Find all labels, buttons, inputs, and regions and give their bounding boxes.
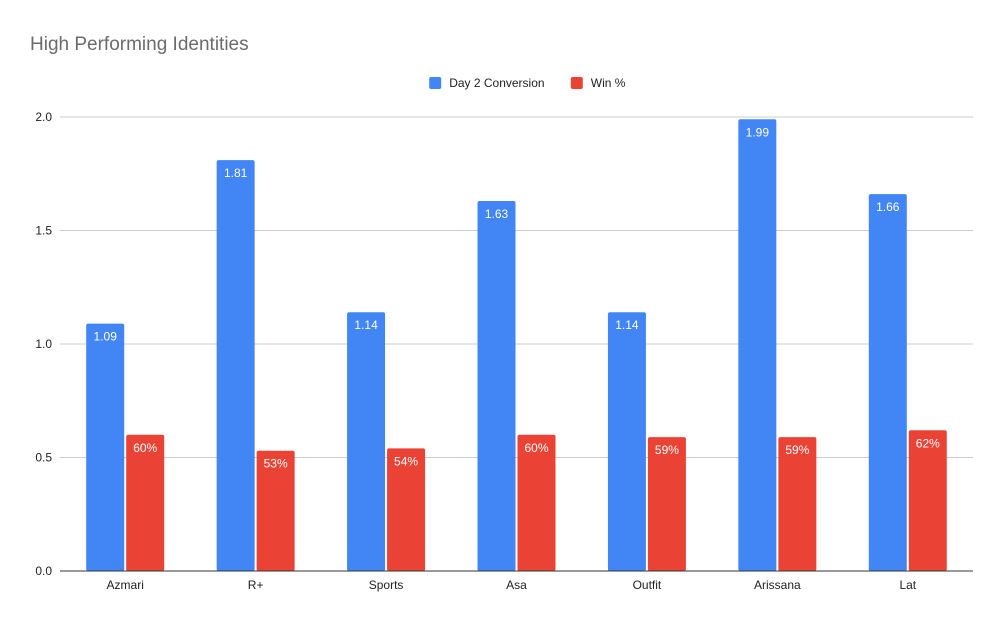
x-tick-label: Arissana [754,578,801,592]
bar-data-label: 59% [655,443,679,457]
bars: 1.09 60% 1.81 53% 1.14 54% 1.63 60% 1.14 59% 1.99 5… [86,119,947,572]
bar-data-label: 60% [524,441,548,455]
bar [647,437,686,571]
y-axis-ticks: 0.0 0.5 1.0 1.5 2.0 [35,110,52,578]
bar-data-label: 53% [264,457,288,471]
bar-data-label: 1.81 [224,166,248,180]
bar-data-label: 54% [394,454,418,468]
bar-data-label: 1.14 [615,318,639,332]
bar-data-label: 62% [916,436,940,450]
bar-data-label: 59% [785,443,809,457]
y-tick-label: 0.0 [35,564,52,578]
legend-label: Win % [591,76,626,90]
bar-data-label: 1.09 [94,330,118,344]
legend: Day 2 Conversion Win % [429,76,626,90]
bar [216,160,255,571]
x-tick-label: R+ [248,578,264,592]
y-tick-label: 1.0 [35,337,52,351]
x-tick-label: Azmari [107,578,144,592]
legend-swatch [429,77,442,89]
bar [517,434,556,571]
bar [868,194,907,571]
bar [347,312,386,571]
x-tick-label: Asa [506,578,527,592]
bar [908,430,947,571]
x-axis-ticks: Azmari R+ Sports Asa Outfit Arissana Lat [107,578,917,592]
legend-swatch [570,77,583,89]
bar [607,312,646,571]
x-tick-label: Sports [369,578,404,592]
grid [60,116,973,458]
bar [387,448,426,571]
bar-data-label: 1.14 [354,318,378,332]
bar-data-label: 60% [133,441,157,455]
bar [126,434,165,571]
bar-data-label: 1.63 [485,207,509,221]
bar-data-label: 1.99 [746,125,770,139]
bar [778,437,817,571]
x-tick-label: Outfit [633,578,662,592]
legend-label: Day 2 Conversion [449,76,544,90]
bar-data-label: 1.66 [876,200,900,214]
y-tick-label: 0.5 [35,451,52,465]
chart-title: High Performing Identities [30,34,249,55]
bar [256,450,295,571]
bar [86,323,125,571]
bar [477,200,516,572]
y-tick-label: 1.5 [35,224,52,238]
x-tick-label: Lat [899,578,916,592]
bar [738,119,777,572]
y-tick-label: 2.0 [35,110,52,124]
